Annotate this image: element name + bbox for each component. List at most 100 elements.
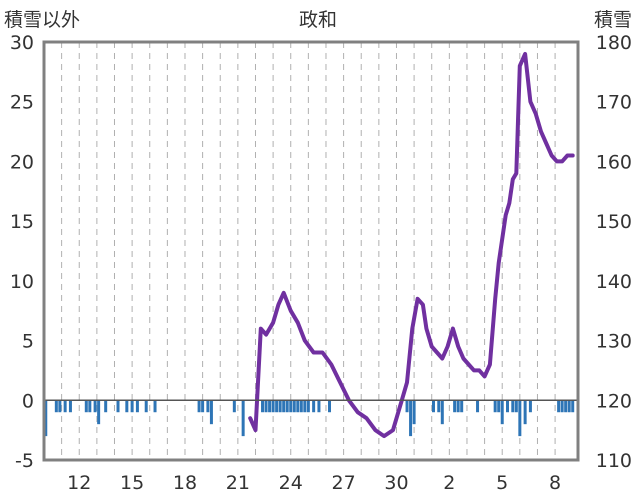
bar (514, 400, 518, 413)
bar (299, 400, 303, 413)
y-left-tick-label: 0 (22, 390, 34, 412)
bar (460, 400, 464, 413)
bar (97, 400, 101, 425)
y-right-tick-label: 180 (596, 32, 632, 54)
gridlines (61, 42, 556, 460)
bar (68, 400, 72, 413)
bar (84, 400, 88, 413)
bar (209, 400, 213, 425)
y-left-tick-label: 10 (10, 271, 34, 293)
bar (518, 400, 522, 437)
bar (153, 400, 157, 413)
bar (289, 400, 293, 413)
bar (271, 400, 275, 413)
y-right-tick-label: 110 (596, 450, 632, 472)
y-left-tick-label: 25 (10, 92, 34, 114)
y-left-tick-label: 5 (22, 331, 34, 353)
bar (431, 400, 435, 413)
bar (296, 400, 300, 413)
bar (125, 400, 129, 413)
bar (560, 400, 564, 413)
x-tick-label: 21 (226, 472, 250, 494)
bar (511, 400, 515, 413)
bar (285, 400, 289, 413)
bar (88, 400, 92, 413)
bar (312, 400, 316, 413)
x-tick-label: 12 (67, 472, 91, 494)
series-line (248, 51, 575, 439)
bar (557, 400, 561, 413)
x-tick-label: 15 (120, 472, 144, 494)
line-series (248, 51, 575, 439)
bar (567, 400, 571, 413)
bar (453, 400, 457, 413)
y-left-label: 積雪以外 (4, 9, 80, 31)
x-tick-label: 5 (496, 472, 508, 494)
y-right-tick-label: 170 (596, 92, 632, 114)
bar (306, 400, 310, 413)
bar (440, 400, 444, 425)
bar (303, 400, 307, 413)
bar (144, 400, 148, 413)
bar (528, 400, 532, 413)
bar (54, 400, 58, 413)
bar (58, 400, 62, 413)
bar (564, 400, 568, 413)
x-tick-label: 8 (549, 472, 561, 494)
bar (493, 400, 497, 413)
bar (241, 400, 245, 437)
bar (292, 400, 296, 413)
bar (278, 400, 282, 413)
bar (571, 400, 575, 413)
bar (206, 400, 210, 413)
y-right-label: 積雪 (594, 9, 632, 31)
bar (506, 400, 510, 413)
bar (437, 400, 441, 413)
x-tick-label: 30 (384, 472, 408, 494)
bar (232, 400, 236, 413)
bar (409, 400, 413, 437)
y-right-tick-label: 140 (596, 271, 632, 293)
bar (497, 400, 501, 413)
bar (328, 400, 332, 413)
bar (63, 400, 67, 413)
x-tick-label: 18 (173, 472, 197, 494)
bar (476, 400, 480, 413)
y-left-tick-label: 30 (10, 32, 34, 54)
bar (523, 400, 527, 425)
bar (44, 400, 48, 437)
x-tick-label: 2 (443, 472, 455, 494)
bar (264, 400, 268, 413)
tick-labels: 302520151050-518017016015014013012011012… (10, 32, 632, 494)
bar (282, 400, 286, 413)
axes (42, 40, 580, 462)
y-right-tick-label: 120 (596, 390, 632, 412)
bar (500, 400, 504, 425)
y-left-tick-label: 20 (10, 151, 34, 173)
y-left-tick-label: 15 (10, 211, 34, 233)
y-right-tick-label: 130 (596, 331, 632, 353)
x-tick-label: 27 (332, 472, 356, 494)
bar (201, 400, 205, 413)
x-tick-label: 24 (279, 472, 303, 494)
bar (104, 400, 108, 413)
bar (412, 400, 416, 425)
bar (317, 400, 321, 413)
bar (93, 400, 97, 413)
y-right-tick-label: 150 (596, 211, 632, 233)
bar (268, 400, 272, 413)
bar (116, 400, 120, 413)
y-left-tick-label: -5 (15, 450, 34, 472)
bar-series (44, 400, 575, 437)
bar (135, 400, 139, 413)
bar (405, 400, 409, 413)
bar (275, 400, 279, 413)
bar (261, 400, 265, 413)
bar (456, 400, 460, 413)
bar (130, 400, 134, 413)
y-right-tick-label: 160 (596, 151, 632, 173)
bar (197, 400, 201, 413)
chart-title: 政和 (299, 9, 337, 31)
